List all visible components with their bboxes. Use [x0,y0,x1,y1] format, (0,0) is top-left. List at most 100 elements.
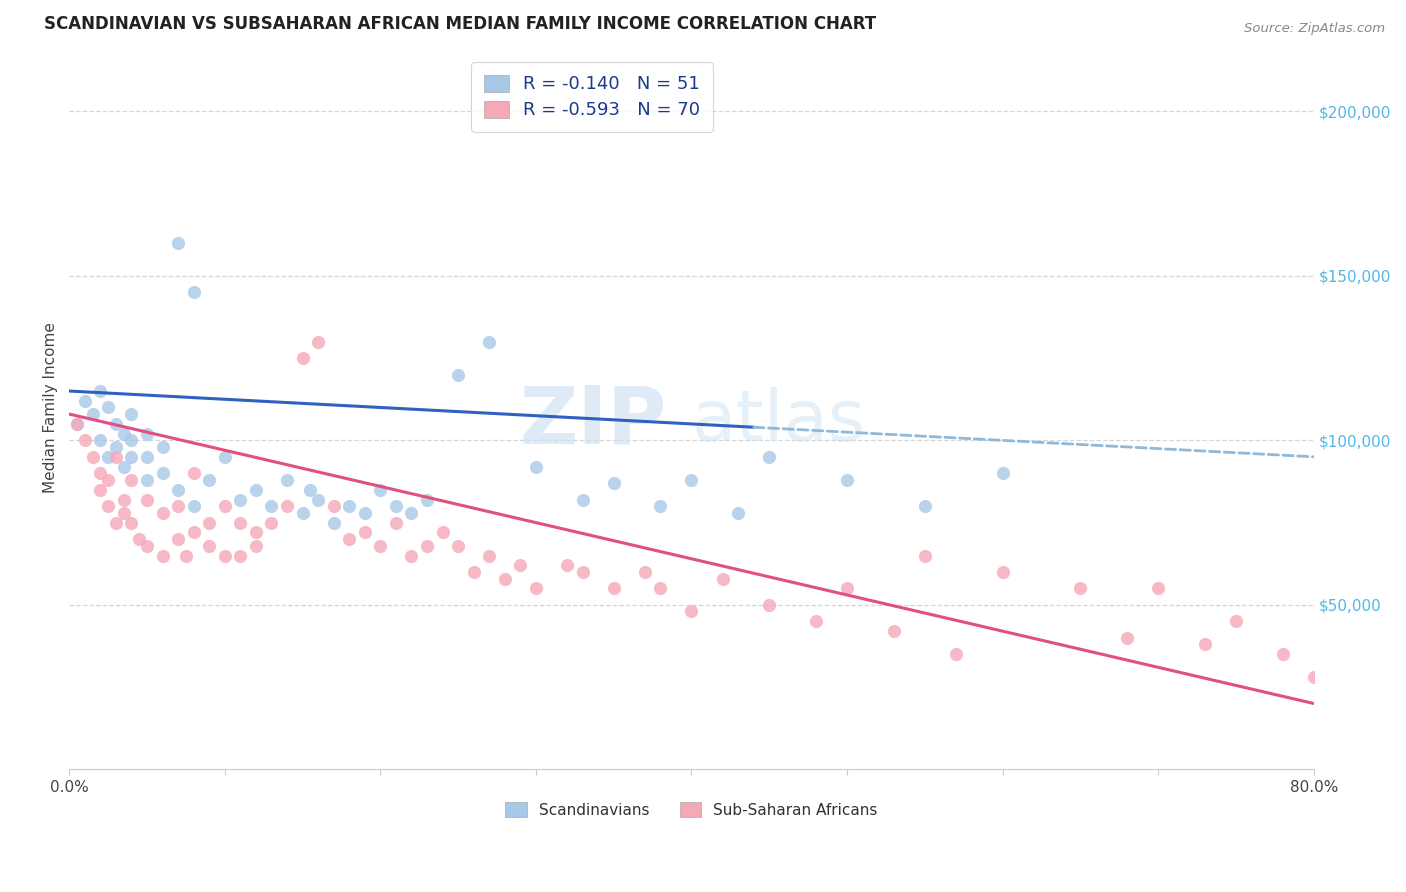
Point [229,492,252,507]
Point [681,473,703,487]
Point [727,506,749,520]
Point [245,539,267,553]
Point [167,532,190,546]
Point [991,467,1014,481]
Point [681,604,703,618]
Point [1147,582,1170,596]
Point [97,450,120,464]
Point [463,565,485,579]
Point [260,499,283,513]
Point [73,393,96,408]
Point [104,450,127,464]
Legend: Scandinavians, Sub-Saharan Africans: Scandinavians, Sub-Saharan Africans [496,793,887,827]
Point [634,565,657,579]
Point [97,401,120,415]
Point [571,492,593,507]
Point [82,407,104,421]
Point [555,558,578,573]
Point [214,499,236,513]
Point [337,532,360,546]
Point [245,483,267,497]
Point [104,440,127,454]
Point [307,334,329,349]
Point [136,450,159,464]
Point [89,384,111,398]
Point [183,499,205,513]
Point [198,473,221,487]
Point [214,450,236,464]
Point [104,417,127,431]
Point [89,467,111,481]
Point [835,582,858,596]
Point [174,549,197,563]
Point [370,483,392,497]
Point [385,499,408,513]
Point [291,506,314,520]
Point [112,506,135,520]
Point [136,539,159,553]
Point [229,516,252,530]
Point [120,407,142,421]
Point [97,499,120,513]
Point [1225,615,1247,629]
Point [89,483,111,497]
Point [370,539,392,553]
Point [136,473,159,487]
Point [128,532,150,546]
Point [167,499,190,513]
Point [883,624,905,639]
Point [494,572,516,586]
Point [97,473,120,487]
Point [167,483,190,497]
Point [1116,631,1139,645]
Point [120,473,142,487]
Text: SCANDINAVIAN VS SUBSAHARAN AFRICAN MEDIAN FAMILY INCOME CORRELATION CHART: SCANDINAVIAN VS SUBSAHARAN AFRICAN MEDIA… [45,15,876,33]
Point [66,417,89,431]
Point [183,467,205,481]
Point [260,516,283,530]
Point [120,434,142,448]
Point [152,440,174,454]
Point [245,525,267,540]
Point [650,582,672,596]
Point [136,492,159,507]
Point [1302,670,1324,684]
Point [89,434,111,448]
Point [991,565,1014,579]
Point [152,467,174,481]
Point [914,549,936,563]
Point [299,483,322,497]
Point [1194,637,1216,651]
Point [198,516,221,530]
Point [152,506,174,520]
Point [945,647,967,661]
Point [602,476,624,491]
Point [447,539,470,553]
Text: Source: ZipAtlas.com: Source: ZipAtlas.com [1244,22,1385,36]
Point [711,572,734,586]
Point [112,459,135,474]
Point [104,516,127,530]
Point [478,549,501,563]
Point [337,499,360,513]
Point [758,450,780,464]
Point [385,516,408,530]
Point [73,434,96,448]
Point [353,506,375,520]
Point [198,539,221,553]
Point [66,417,89,431]
Point [416,492,439,507]
Point [82,450,104,464]
Point [120,516,142,530]
Point [416,539,439,553]
Point [602,582,624,596]
Point [322,516,344,530]
Point [650,499,672,513]
Point [112,492,135,507]
Point [291,351,314,366]
Point [509,558,531,573]
Point [401,549,423,563]
Point [120,450,142,464]
Text: atlas: atlas [692,387,866,457]
Point [571,565,593,579]
